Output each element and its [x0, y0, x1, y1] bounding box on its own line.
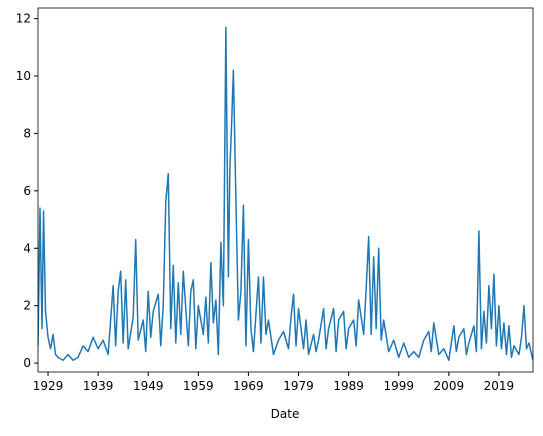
- x-tick-label: 1959: [183, 379, 214, 393]
- x-tick-label: 1969: [233, 379, 264, 393]
- x-tick-label: 1979: [283, 379, 314, 393]
- x-tick-label: 1989: [333, 379, 364, 393]
- x-tick-label: 2009: [434, 379, 465, 393]
- y-tick-label: 4: [23, 241, 31, 255]
- y-tick-label: 0: [23, 356, 31, 370]
- x-tick-label: 1999: [383, 379, 414, 393]
- x-tick-label: 2019: [484, 379, 515, 393]
- y-tick-label: 12: [16, 12, 31, 26]
- x-axis-label: Date: [271, 407, 300, 421]
- x-tick-label: 1929: [33, 379, 64, 393]
- y-tick-label: 6: [23, 184, 31, 198]
- y-tick-label: 10: [16, 69, 31, 83]
- y-tick-label: 2: [23, 299, 31, 313]
- x-tick-label: 1949: [133, 379, 164, 393]
- x-tick-label: 1939: [83, 379, 114, 393]
- y-tick-label: 8: [23, 126, 31, 140]
- data-line: [38, 26, 533, 361]
- plot-frame: [37, 7, 534, 373]
